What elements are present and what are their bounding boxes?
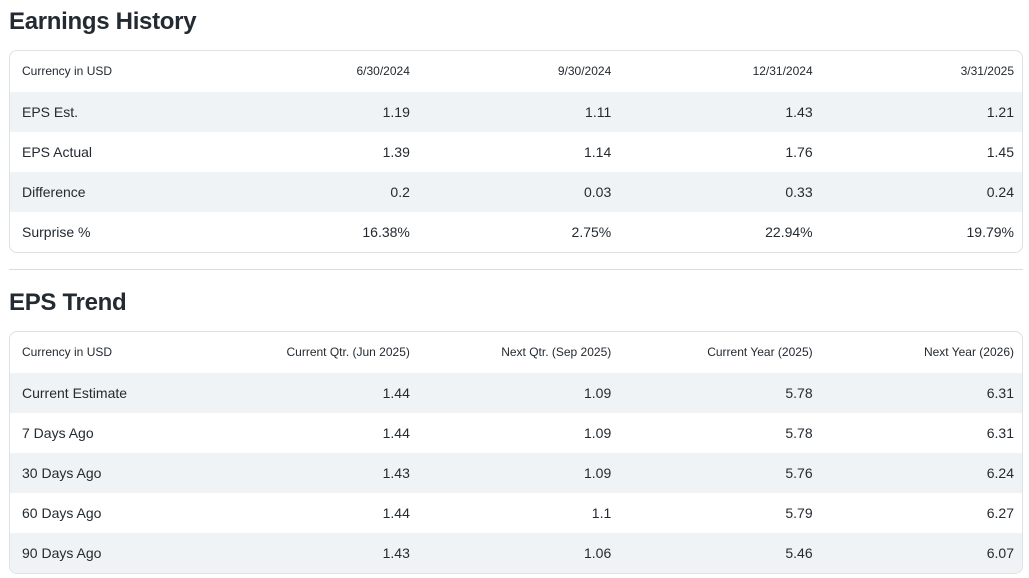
cell-value: 1.43 <box>382 464 410 481</box>
cell-value: 5.79 <box>785 504 813 521</box>
cell-value: 1.19 <box>382 103 410 120</box>
row-label: 7 Days Ago <box>22 424 94 441</box>
cell-value: 0.2 <box>390 183 410 200</box>
row-label: Surprise % <box>22 223 91 240</box>
table-row: Current Estimate 1.44 1.09 5.78 6.31 <box>10 372 1022 413</box>
column-header: Current Qtr. (Jun 2025) <box>286 345 410 360</box>
earnings-history-title: Earnings History <box>9 8 197 35</box>
table-row: Difference 0.2 0.03 0.33 0.24 <box>10 171 1022 212</box>
cell-value: 1.44 <box>382 384 410 401</box>
cell-value: 1.14 <box>584 143 612 160</box>
column-header: 9/30/2024 <box>557 64 612 79</box>
cell-value: 1.21 <box>986 103 1014 120</box>
cell-value: 5.78 <box>785 424 813 441</box>
column-header: 6/30/2024 <box>356 64 410 79</box>
table-header-row: Currency in USD 6/30/2024 9/30/2024 12/3… <box>10 51 1022 92</box>
cell-value: 6.07 <box>986 544 1014 561</box>
cell-value: 1.76 <box>785 143 813 160</box>
cell-value: 16.38% <box>362 223 410 240</box>
column-header: 12/31/2024 <box>752 64 813 79</box>
table-header-row: Currency in USD Current Qtr. (Jun 2025) … <box>10 332 1022 373</box>
cell-value: 5.46 <box>785 544 813 561</box>
column-header: Currency in USD <box>22 345 113 360</box>
cell-value: 0.33 <box>785 183 813 200</box>
row-label: EPS Actual <box>22 143 93 160</box>
cell-value: 6.31 <box>986 384 1014 401</box>
cell-value: 19.79% <box>966 223 1014 240</box>
column-header: 3/31/2025 <box>960 64 1014 79</box>
earnings-history-table: Currency in USD 6/30/2024 9/30/2024 12/3… <box>10 51 1022 252</box>
cell-value: 1.06 <box>584 544 612 561</box>
cell-value: 1.09 <box>584 424 612 441</box>
column-header: Currency in USD <box>22 64 113 79</box>
cell-value: 2.75% <box>571 223 612 240</box>
row-label: Current Estimate <box>22 384 128 401</box>
column-header: Current Year (2025) <box>707 345 813 360</box>
column-header: Next Year (2026) <box>923 345 1014 360</box>
table-row: 7 Days Ago 1.44 1.09 5.78 6.31 <box>10 413 1022 453</box>
cell-value: 1.11 <box>585 103 612 120</box>
row-label: 60 Days Ago <box>22 504 102 521</box>
table-row: 60 Days Ago 1.44 1.1 5.79 6.27 <box>10 493 1022 533</box>
table-row: Surprise % 16.38% 2.75% 22.94% 19.79% <box>10 212 1022 252</box>
eps-trend-title: EPS Trend <box>9 288 127 316</box>
eps-trend-table: Currency in USD Current Qtr. (Jun 2025) … <box>10 332 1022 573</box>
cell-value: 1.43 <box>382 544 410 561</box>
cell-value: 0.24 <box>986 183 1014 200</box>
cell-value: 1.45 <box>986 143 1014 160</box>
eps-trend-card: Currency in USD Current Qtr. (Jun 2025) … <box>9 330 1023 574</box>
row-label: EPS Est. <box>22 103 79 120</box>
table-row: 90 Days Ago 1.43 1.06 5.46 6.07 <box>10 532 1022 573</box>
table-row: EPS Est. 1.19 1.11 1.43 1.21 <box>10 91 1022 132</box>
row-label: 90 Days Ago <box>22 544 102 561</box>
cell-value: 1.1 <box>591 504 612 521</box>
table-row: EPS Actual 1.39 1.14 1.76 1.45 <box>10 132 1022 172</box>
row-label: Difference <box>22 183 86 200</box>
cell-value: 1.39 <box>382 143 410 160</box>
table-row: 30 Days Ago 1.43 1.09 5.76 6.24 <box>10 452 1022 493</box>
cell-value: 6.31 <box>986 424 1014 441</box>
section-divider <box>9 268 1023 270</box>
cell-value: 0.03 <box>584 183 612 200</box>
cell-value: 1.44 <box>382 504 410 521</box>
row-label: 30 Days Ago <box>22 464 102 481</box>
column-header: Next Qtr. (Sep 2025) <box>501 345 612 360</box>
cell-value: 22.94% <box>765 223 813 240</box>
cell-value: 1.09 <box>584 464 612 481</box>
cell-value: 6.24 <box>986 464 1014 481</box>
earnings-history-card: Currency in USD 6/30/2024 9/30/2024 12/3… <box>9 49 1023 253</box>
cell-value: 6.27 <box>986 504 1014 521</box>
cell-value: 1.09 <box>584 384 612 401</box>
cell-value: 1.44 <box>382 424 410 441</box>
cell-value: 5.76 <box>785 464 813 481</box>
cell-value: 1.43 <box>785 103 813 120</box>
cell-value: 5.78 <box>785 384 813 401</box>
